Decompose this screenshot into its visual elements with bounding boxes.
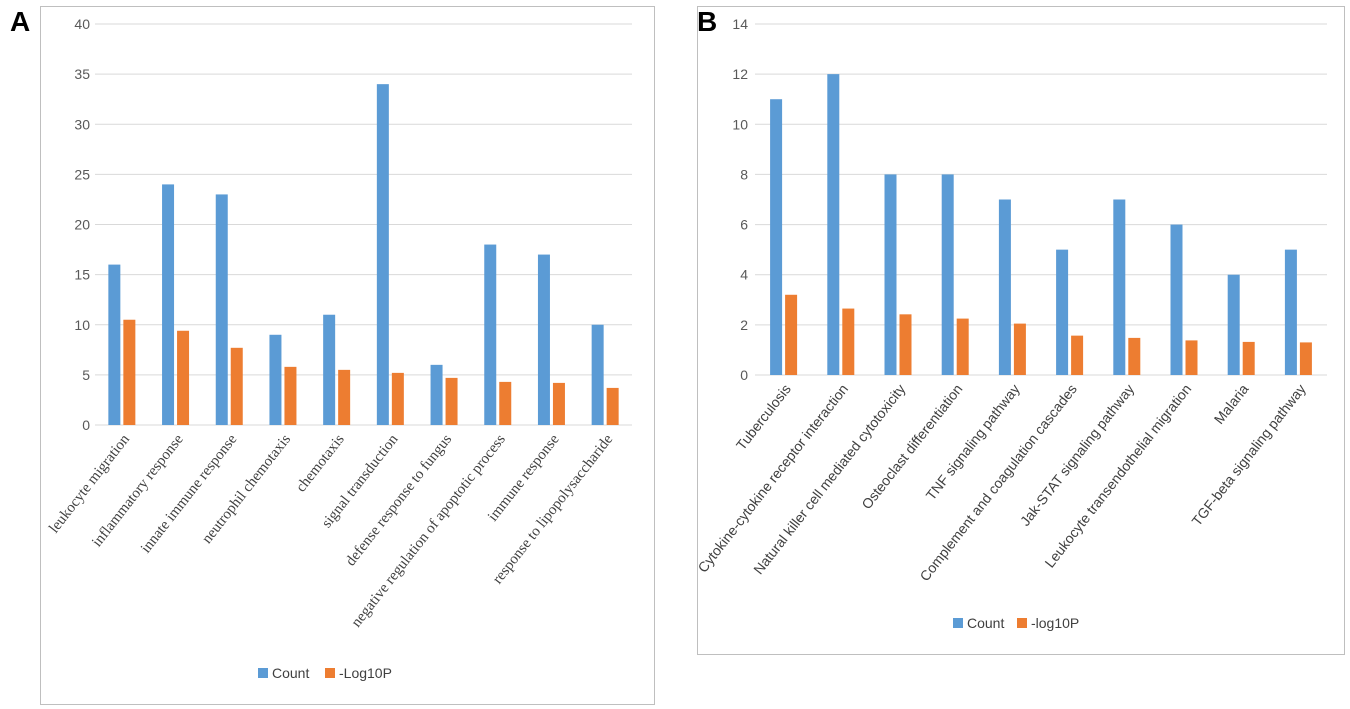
legend-label: Count: [967, 615, 1004, 631]
count-bar: [1284, 249, 1297, 375]
x-category-label: Jak-STAT signaling pathway: [1017, 381, 1137, 529]
panel-a-label: A: [10, 6, 31, 37]
log10p-bar: [177, 330, 190, 425]
x-category-label: innate immune response: [138, 431, 241, 556]
count-bar: [770, 99, 783, 375]
legend-swatch: [325, 668, 335, 678]
log10p-bar: [445, 377, 458, 425]
log10p-bar: [1242, 341, 1255, 375]
log10p-bar: [284, 366, 297, 425]
legend-label: Count: [272, 665, 309, 681]
y-tick-label: 20: [74, 217, 90, 233]
log10p-bar: [499, 381, 512, 425]
count-bar: [1113, 199, 1126, 375]
legend-swatch: [258, 668, 268, 678]
count-bar: [1056, 249, 1069, 375]
y-tick-label: 30: [74, 116, 90, 132]
log10p-bar: [230, 347, 243, 425]
log10p-bar: [1071, 335, 1084, 375]
count-bar: [941, 174, 954, 375]
log10p-bar: [785, 294, 798, 375]
count-bar: [1227, 274, 1240, 375]
y-tick-label: 25: [74, 166, 90, 182]
y-tick-label: 35: [74, 66, 90, 82]
count-bar: [323, 314, 336, 425]
y-tick-label: 12: [732, 66, 748, 82]
log10p-bar: [956, 318, 969, 375]
panel-a-frame: [40, 6, 655, 705]
y-tick-label: 14: [732, 16, 748, 32]
x-category-label: chemotaxis: [293, 431, 348, 495]
x-category-label: TGF-beta signaling pathway: [1188, 381, 1308, 529]
legend-label: -Log10P: [339, 665, 392, 681]
y-tick-label: 5: [82, 367, 90, 383]
y-tick-label: 2: [740, 317, 748, 333]
y-tick-label: 40: [74, 16, 90, 32]
x-category-label: Osteoclast differentiation: [858, 381, 965, 512]
count-bar: [537, 254, 550, 425]
count-bar: [1170, 224, 1183, 375]
count-bar: [430, 364, 443, 425]
log10p-bar: [338, 369, 351, 425]
count-bar: [884, 174, 897, 375]
y-tick-label: 4: [740, 267, 748, 283]
y-tick-label: 10: [74, 317, 90, 333]
count-bar: [162, 184, 175, 425]
count-bar: [269, 334, 282, 425]
legend-label: -log10P: [1031, 615, 1079, 631]
log10p-bar: [123, 319, 136, 425]
log10p-bar: [1185, 340, 1198, 375]
x-category-label: defense response to fungus: [343, 431, 455, 569]
chart-b: 02468101214TuberculosisCytokine-cytokine…: [694, 16, 1327, 631]
x-category-label: Tuberculosis: [733, 381, 794, 453]
count-bar: [108, 264, 121, 425]
x-category-label: inflammatory response: [89, 431, 187, 550]
log10p-bar: [899, 314, 912, 375]
log10p-bar: [1128, 337, 1141, 375]
count-bar: [827, 74, 840, 376]
log10p-bar: [391, 372, 404, 425]
log10p-bar: [552, 382, 565, 425]
log10p-bar: [1299, 342, 1312, 375]
count-bar: [215, 194, 228, 425]
count-bar: [591, 324, 604, 425]
y-tick-label: 6: [740, 217, 748, 233]
legend-swatch: [953, 618, 963, 628]
count-bar: [998, 199, 1011, 375]
legend-swatch: [1017, 618, 1027, 628]
log10p-bar: [842, 308, 855, 375]
y-tick-label: 15: [74, 267, 90, 283]
y-tick-label: 0: [82, 417, 90, 433]
y-tick-label: 0: [740, 367, 748, 383]
y-tick-label: 8: [740, 166, 748, 182]
log10p-bar: [1013, 323, 1026, 375]
count-bar: [376, 84, 389, 426]
x-category-label: Malaria: [1211, 381, 1252, 427]
log10p-bar: [606, 387, 619, 425]
y-tick-label: 10: [732, 116, 748, 132]
count-bar: [484, 244, 497, 425]
panel-b-label: B: [697, 6, 718, 37]
